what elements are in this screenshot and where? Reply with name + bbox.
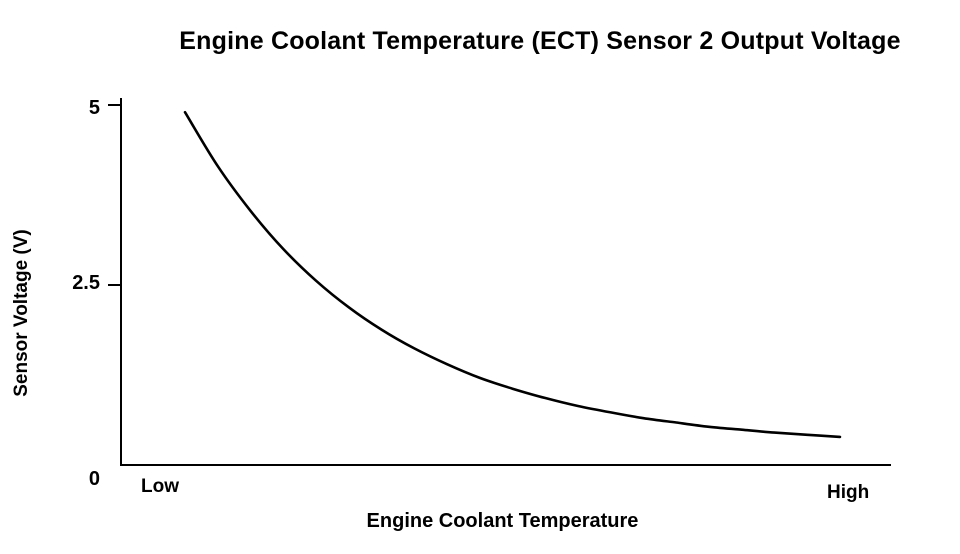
y-tick-label-0: 0 (88, 468, 100, 490)
y-tick-label-2-5: 2.5 (72, 272, 100, 294)
ect-curve (183, 110, 842, 439)
x-tick-label-low: Low (141, 476, 179, 497)
y-tick-label-5: 5 (88, 97, 100, 119)
chart-title: Engine Coolant Temperature (ECT) Sensor … (179, 27, 901, 55)
x-axis-label: Engine Coolant Temperature (366, 510, 639, 532)
x-tick-label-high: High (827, 482, 870, 503)
